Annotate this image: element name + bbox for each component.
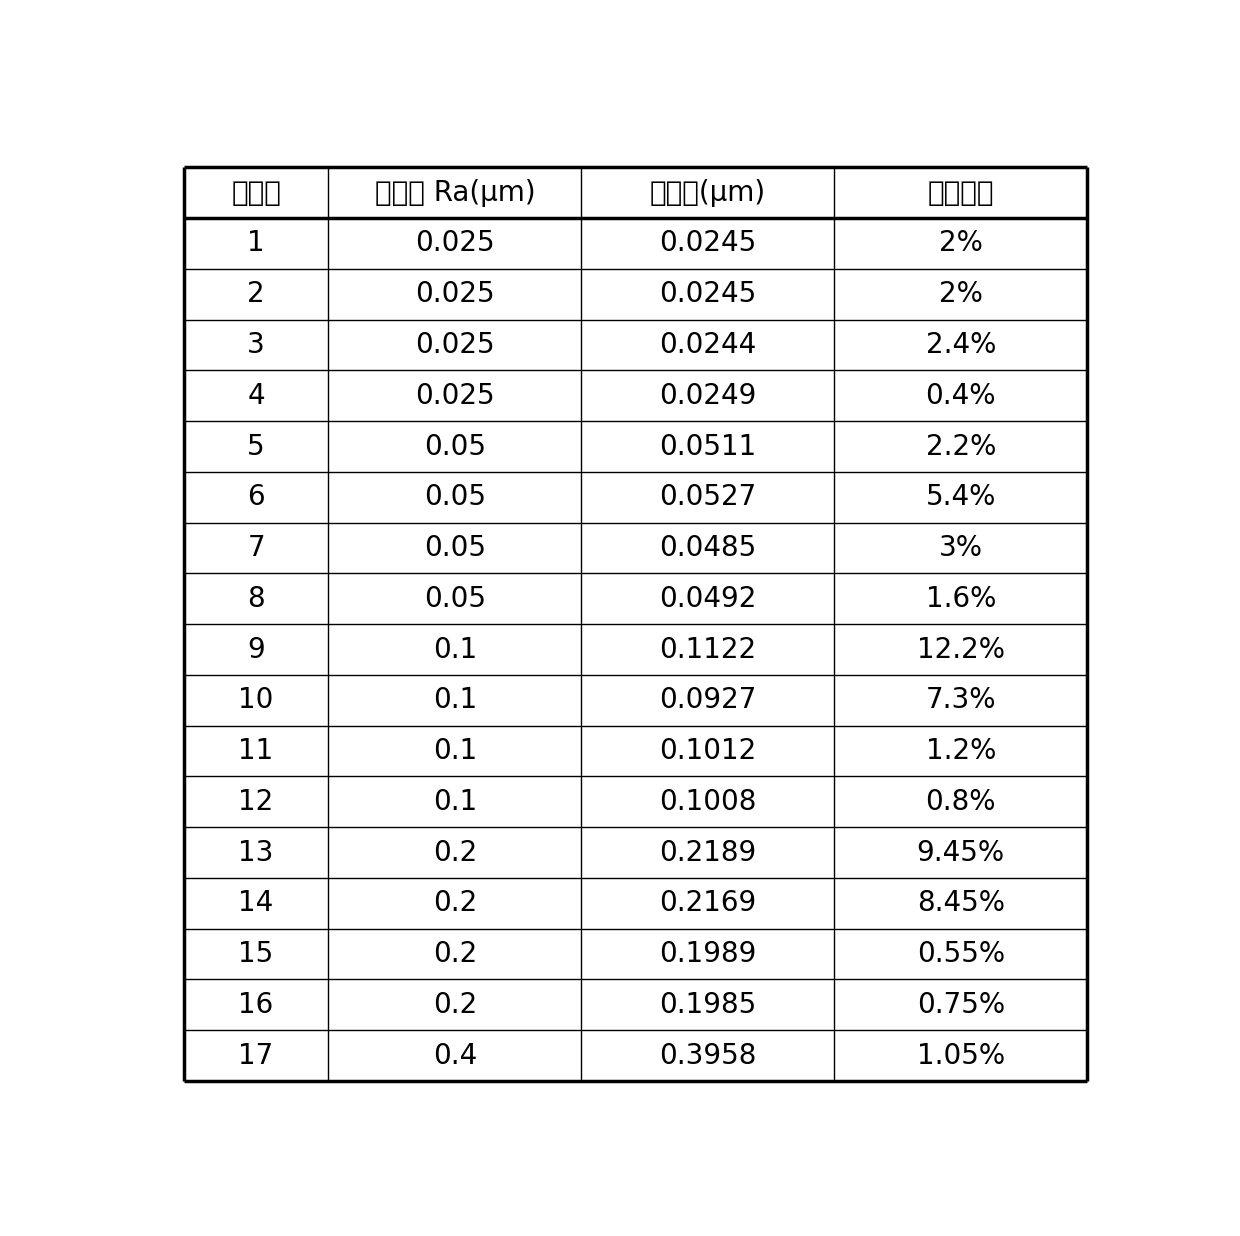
Text: 17: 17 xyxy=(238,1042,274,1069)
Text: 14: 14 xyxy=(238,890,274,917)
Text: 1: 1 xyxy=(247,230,265,257)
Text: 0.4%: 0.4% xyxy=(925,382,996,410)
Text: 9: 9 xyxy=(247,635,265,664)
Text: 0.0492: 0.0492 xyxy=(660,585,756,613)
Text: 0.0249: 0.0249 xyxy=(660,382,756,410)
Text: 0.2: 0.2 xyxy=(433,991,477,1018)
Text: 相对误差: 相对误差 xyxy=(928,179,994,206)
Text: 0.025: 0.025 xyxy=(415,382,495,410)
Text: 6: 6 xyxy=(247,483,265,512)
Text: 采样点: 采样点 xyxy=(231,179,281,206)
Text: 1.6%: 1.6% xyxy=(925,585,996,613)
Text: 0.1985: 0.1985 xyxy=(660,991,756,1018)
Text: 0.0245: 0.0245 xyxy=(660,281,756,308)
Text: 0.0485: 0.0485 xyxy=(660,534,756,562)
Text: 0.1122: 0.1122 xyxy=(660,635,756,664)
Text: 12: 12 xyxy=(238,787,274,816)
Text: 5: 5 xyxy=(247,433,265,461)
Text: 1.05%: 1.05% xyxy=(916,1042,1004,1069)
Text: 0.05: 0.05 xyxy=(424,585,486,613)
Text: 0.1012: 0.1012 xyxy=(660,737,756,765)
Text: 0.05: 0.05 xyxy=(424,433,486,461)
Text: 0.1989: 0.1989 xyxy=(660,941,756,968)
Text: 2.4%: 2.4% xyxy=(925,331,996,358)
Text: 2%: 2% xyxy=(939,230,982,257)
Text: 预测值(μm): 预测值(μm) xyxy=(650,179,766,206)
Text: 5.4%: 5.4% xyxy=(925,483,996,512)
Text: 0.2169: 0.2169 xyxy=(660,890,756,917)
Text: 9.45%: 9.45% xyxy=(916,838,1004,866)
Text: 0.0511: 0.0511 xyxy=(660,433,756,461)
Text: 0.0245: 0.0245 xyxy=(660,230,756,257)
Text: 0.05: 0.05 xyxy=(424,483,486,512)
Text: 2.2%: 2.2% xyxy=(925,433,996,461)
Text: 3%: 3% xyxy=(939,534,983,562)
Text: 0.1: 0.1 xyxy=(433,737,477,765)
Text: 4: 4 xyxy=(247,382,265,410)
Text: 3: 3 xyxy=(247,331,265,358)
Text: 13: 13 xyxy=(238,838,274,866)
Text: 0.1008: 0.1008 xyxy=(660,787,756,816)
Text: 0.3958: 0.3958 xyxy=(660,1042,756,1069)
Text: 0.0927: 0.0927 xyxy=(660,686,756,714)
Text: 0.2189: 0.2189 xyxy=(660,838,756,866)
Text: 0.0527: 0.0527 xyxy=(660,483,756,512)
Text: 0.1: 0.1 xyxy=(433,686,477,714)
Text: 0.4: 0.4 xyxy=(433,1042,477,1069)
Text: 15: 15 xyxy=(238,941,274,968)
Text: 16: 16 xyxy=(238,991,274,1018)
Text: 0.05: 0.05 xyxy=(424,534,486,562)
Text: 12.2%: 12.2% xyxy=(916,635,1004,664)
Text: 8: 8 xyxy=(247,585,265,613)
Text: 0.1: 0.1 xyxy=(433,635,477,664)
Text: 0.025: 0.025 xyxy=(415,331,495,358)
Text: 10: 10 xyxy=(238,686,274,714)
Text: 0.2: 0.2 xyxy=(433,838,477,866)
Text: 0.0244: 0.0244 xyxy=(660,331,756,358)
Text: 0.025: 0.025 xyxy=(415,230,495,257)
Text: 0.2: 0.2 xyxy=(433,890,477,917)
Text: 0.8%: 0.8% xyxy=(925,787,996,816)
Text: 7: 7 xyxy=(247,534,265,562)
Text: 粗糙度 Ra(μm): 粗糙度 Ra(μm) xyxy=(374,179,536,206)
Text: 2: 2 xyxy=(247,281,265,308)
Text: 7.3%: 7.3% xyxy=(925,686,996,714)
Text: 0.025: 0.025 xyxy=(415,281,495,308)
Text: 0.75%: 0.75% xyxy=(916,991,1004,1018)
Text: 0.1: 0.1 xyxy=(433,787,477,816)
Text: 0.55%: 0.55% xyxy=(916,941,1004,968)
Text: 11: 11 xyxy=(238,737,274,765)
Text: 0.2: 0.2 xyxy=(433,941,477,968)
Text: 8.45%: 8.45% xyxy=(916,890,1004,917)
Text: 2%: 2% xyxy=(939,281,982,308)
Text: 1.2%: 1.2% xyxy=(925,737,996,765)
